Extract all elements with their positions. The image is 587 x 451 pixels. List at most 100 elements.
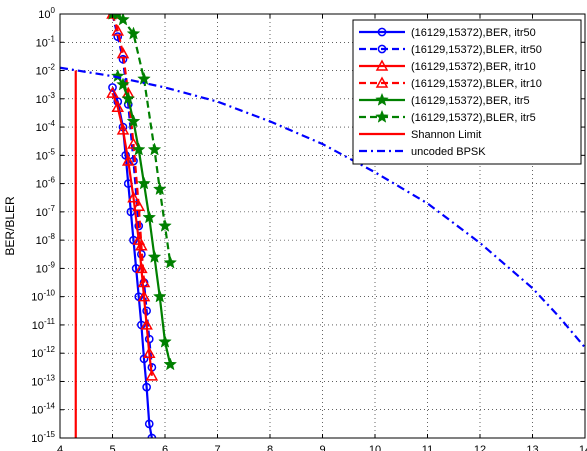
series-6 [108, 14, 178, 269]
y-tick-label: 10-11 [32, 317, 56, 332]
legend-entry: (16129,15372),BLER, itr5 [359, 109, 536, 124]
data-point [106, 86, 119, 98]
data-point [147, 142, 162, 156]
data-point [116, 77, 130, 91]
data-point [126, 114, 141, 128]
legend-label: (16129,15372),BLER, itr10 [411, 78, 542, 90]
y-tick-label: 10-3 [36, 91, 56, 106]
legend-entry: (16129,15372),BER, itr5 [359, 92, 530, 107]
legend-marker [375, 92, 389, 106]
y-tick-label: 10-15 [31, 430, 55, 445]
series-line [111, 92, 153, 376]
y-axis-label: BER/BLER [3, 196, 17, 256]
legend-entry: (16129,15372),BER, itr10 [359, 59, 536, 73]
legend-marker [375, 76, 389, 88]
x-tick-label: 14 [579, 444, 587, 451]
legend-entry: (16129,15372),BLER, itr10 [359, 76, 542, 90]
y-tick-label: 10-6 [36, 176, 56, 191]
data-point [121, 154, 135, 166]
legend-label: (16129,15372),BLER, itr5 [411, 112, 536, 124]
series-line [112, 14, 172, 263]
series-3 [106, 86, 159, 381]
data-point [152, 289, 167, 303]
data-point [137, 71, 151, 85]
data-point [118, 54, 128, 64]
legend: (16129,15372),BER, itr50 (16129,15372),BL… [352, 19, 582, 165]
legend-entry: (16129,15372),BER, itr50 [359, 27, 536, 39]
data-point [137, 275, 151, 288]
series-layer [60, 14, 585, 438]
data-point [147, 249, 162, 263]
data-point [158, 334, 172, 348]
data-point [142, 210, 157, 224]
legend-label: Shannon Limit [411, 129, 481, 141]
x-tick-label: 5 [109, 444, 115, 451]
x-tick-label: 9 [319, 444, 325, 451]
series-5 [110, 69, 178, 371]
x-tick-label: 13 [526, 444, 538, 451]
data-point [116, 47, 130, 59]
data-point [152, 182, 167, 196]
y-tick-label: 10-4 [36, 119, 56, 134]
data-point [139, 354, 149, 364]
data-point [132, 199, 146, 211]
legend-label: (16129,15372),BER, itr50 [411, 27, 536, 39]
legend-label: uncoded BPSK [411, 146, 486, 158]
x-tick-label: 10 [369, 444, 381, 451]
data-point [137, 290, 151, 302]
data-point [111, 100, 125, 113]
series-8 [60, 66, 585, 349]
legend-label: (16129,15372),BER, itr5 [411, 95, 530, 107]
legend-entry: Shannon Limit [359, 129, 481, 141]
data-point [111, 24, 125, 36]
x-tick-label: 12 [474, 444, 486, 451]
x-tick-label: 8 [267, 444, 273, 451]
data-point [135, 239, 148, 251]
data-point [140, 318, 153, 330]
y-tick-label: 10-5 [36, 147, 56, 162]
data-point [142, 346, 156, 358]
data-point [110, 69, 125, 83]
y-tick-label: 10-13 [31, 373, 55, 388]
data-point [108, 83, 117, 92]
y-tick-label: 10-8 [36, 232, 56, 247]
data-point [158, 218, 172, 232]
y-tick-label: 10-2 [36, 63, 56, 78]
data-point [163, 357, 178, 371]
x-tick-label: 11 [422, 444, 433, 451]
legend-box [352, 19, 582, 165]
y-tick-label: 10-10 [31, 289, 55, 304]
y-tick-label: 10-14 [31, 402, 55, 417]
y-tick-label: 10-7 [36, 204, 56, 219]
legend-marker [377, 27, 387, 37]
data-point [116, 123, 130, 135]
series-line [60, 66, 585, 349]
data-point [142, 382, 151, 392]
x-tick-label: 6 [162, 444, 168, 451]
data-point [131, 142, 146, 156]
y-tick-label: 10-1 [36, 34, 56, 49]
x-tick-label: 7 [214, 444, 220, 451]
tick-labels: 4 5 6 7 8 9 10 11 12 13 14 100 10-1 10-2 10-3 10-4 10-5 1… [31, 6, 587, 451]
legend-marker [375, 109, 389, 123]
legend-marker [377, 44, 387, 54]
legend-label: (16129,15372),BER, itr10 [411, 61, 536, 73]
series-line [116, 75, 172, 365]
legend-label: (16129,15372),BLER, itr50 [411, 44, 542, 56]
y-tick-label: 10-9 [36, 260, 56, 275]
data-point [127, 191, 140, 203]
legend-entry: (16129,15372),BLER, itr50 [359, 44, 542, 56]
data-point [116, 14, 130, 26]
y-tick-label: 10-12 [31, 345, 55, 360]
data-point [163, 255, 178, 269]
data-point [144, 419, 154, 429]
x-tick-label: 4 [57, 444, 63, 451]
data-point [145, 369, 159, 381]
data-point [137, 176, 151, 190]
legend-marker [375, 59, 389, 71]
data-point [113, 32, 123, 41]
data-point [126, 26, 141, 40]
y-tick-label: 100 [38, 6, 55, 21]
data-point [121, 91, 136, 105]
